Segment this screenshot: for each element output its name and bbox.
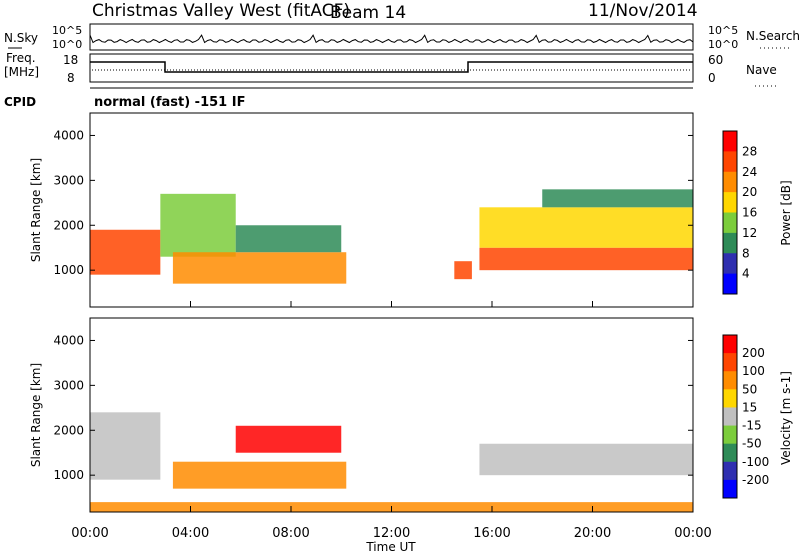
velocity-ylabel: Slant Range [km] <box>29 363 43 467</box>
colorbar-segment <box>723 461 737 481</box>
y-tick-label: 2000 <box>53 218 84 232</box>
echo-region <box>172 252 347 284</box>
freq-tick-8: 8 <box>67 71 75 85</box>
y-tick-label: 2000 <box>53 423 84 437</box>
echo-region <box>90 229 161 275</box>
x-tick-label: 12:00 <box>373 526 410 541</box>
velocity-echo-layer <box>90 412 693 512</box>
time-axis-label: Time UT <box>365 540 416 554</box>
echo-region <box>235 425 342 453</box>
cpid-text: normal (fast) -151 IF <box>94 95 245 110</box>
echo-region <box>454 261 472 280</box>
colorbar-segment <box>723 443 737 463</box>
colorbar-tick-label: 24 <box>742 165 757 179</box>
colorbar-tick-label: 200 <box>742 346 765 360</box>
colorbar-tick-label: 8 <box>742 246 750 260</box>
noise-tick-bottom-right: 10^0 <box>708 38 738 51</box>
colorbar-segment <box>723 232 737 254</box>
echo-region <box>479 443 693 476</box>
colorbar-tick-label: 4 <box>742 267 750 281</box>
freq-panel-frame <box>89 53 694 83</box>
freq-label: Freq. <box>6 51 36 65</box>
power-colorbar: 28 24 20 16 12 8 4 <box>723 131 757 295</box>
colorbar-segment <box>723 171 737 193</box>
nave-tick-60: 60 <box>708 53 723 67</box>
x-tick-label: 16:00 <box>473 526 510 541</box>
cpid-label: CPID <box>4 95 36 109</box>
velocity-y-axis: 1000 2000 3000 4000 <box>53 333 693 482</box>
colorbar-tick-label: -50 <box>742 437 762 451</box>
colorbar-segment <box>723 335 737 354</box>
echo-region <box>479 207 693 248</box>
colorbar-segment <box>723 131 737 152</box>
colorbar-segment <box>723 407 737 427</box>
power-colorbar-frame <box>722 130 738 295</box>
velocity-colorbar-label: Velocity [m s-1] <box>779 371 793 465</box>
y-tick-label: 1000 <box>53 468 84 482</box>
power-y-axis: 1000 2000 3000 4000 <box>53 128 693 277</box>
colorbar-tick-label: 20 <box>742 185 757 199</box>
velocity-colorbar-frame <box>722 334 738 499</box>
colorbar-segment <box>723 151 737 173</box>
y-tick-label: 3000 <box>53 378 84 392</box>
power-echo-layer <box>90 189 693 284</box>
colorbar-segment <box>723 371 737 390</box>
x-tick-label: 08:00 <box>272 526 309 541</box>
nave-label: Nave <box>746 63 777 77</box>
x-tick-label: 00:00 <box>674 526 711 541</box>
echo-region <box>160 193 236 257</box>
colorbar-segment <box>723 353 737 372</box>
velocity-colorbar: 200 100 50 15 -15 -50 -100 -200 <box>723 335 769 499</box>
echo-region <box>479 247 693 271</box>
x-tick-label: 20:00 <box>574 526 611 541</box>
colorbar-tick-label: 16 <box>742 206 757 220</box>
power-ylabel: Slant Range [km] <box>29 158 43 262</box>
colorbar-tick-label: 50 <box>742 382 757 396</box>
colorbar-tick-label: -200 <box>742 473 769 487</box>
freq-tick-18: 18 <box>63 53 78 67</box>
colorbar-tick-label: -100 <box>742 455 769 469</box>
colorbar-segment <box>723 479 737 499</box>
noise-tick-top-right: 10^5 <box>708 24 738 37</box>
colorbar-segment <box>723 273 737 295</box>
y-tick-label: 1000 <box>53 263 84 277</box>
colorbar-segment <box>723 253 737 275</box>
noise-panel-frame <box>89 23 694 51</box>
x-tick-label: 00:00 <box>71 526 108 541</box>
echo-region <box>542 189 693 208</box>
noise-tick-bottom-left: 10^0 <box>52 38 82 51</box>
noise-right-label: N.Search <box>746 29 800 43</box>
nave-tick-0: 0 <box>708 71 716 85</box>
frequency-trace <box>90 61 693 73</box>
noise-left-label: N.Sky <box>4 31 38 45</box>
time-axis: 00:00 04:00 08:00 12:00 16:00 20:00 00:00 <box>71 301 712 541</box>
date-label: 11/Nov/2014 <box>588 1 698 21</box>
y-tick-label: 4000 <box>53 128 84 142</box>
colorbar-segment <box>723 212 737 234</box>
echo-region <box>172 461 347 489</box>
station-title: Christmas Valley West (fitACF) <box>92 1 350 21</box>
colorbar-segment <box>723 425 737 445</box>
colorbar-tick-label: 15 <box>742 400 757 414</box>
colorbar-tick-label: -15 <box>742 419 762 433</box>
echo-region <box>90 412 161 480</box>
colorbar-tick-label: 100 <box>742 364 765 378</box>
colorbar-segment <box>723 192 737 213</box>
beam-label: Beam 14 <box>330 3 406 23</box>
echo-region <box>235 225 342 253</box>
freq-unit: [MHz] <box>4 65 39 79</box>
colorbar-segment <box>723 389 737 408</box>
noise-tick-top-left: 10^5 <box>52 24 82 37</box>
x-tick-label: 04:00 <box>172 526 209 541</box>
y-tick-label: 4000 <box>53 333 84 347</box>
colorbar-tick-label: 12 <box>742 226 757 240</box>
colorbar-tick-label: 28 <box>742 144 757 158</box>
noise-trace <box>89 34 694 44</box>
power-colorbar-label: Power [dB] <box>779 180 793 245</box>
y-tick-label: 3000 <box>53 173 84 187</box>
